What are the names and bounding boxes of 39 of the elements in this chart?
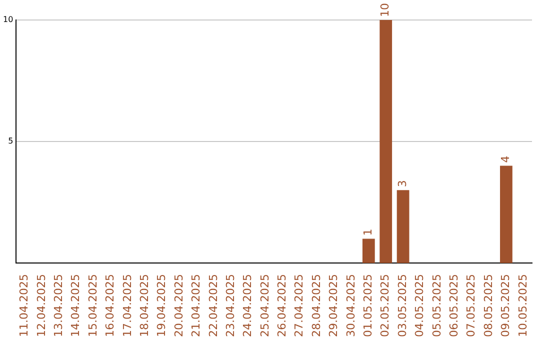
x-tick-label: 04.05.2025 — [413, 274, 426, 338]
x-tick-label: 14.04.2025 — [69, 274, 82, 338]
x-tick-label: 10.05.2025 — [516, 274, 530, 338]
bar — [362, 238, 375, 264]
x-tick-label: 24.04.2025 — [241, 274, 254, 338]
data-label: 3 — [396, 180, 409, 188]
x-tick-label: 19.04.2025 — [155, 274, 168, 338]
x-tick-label: 07.05.2025 — [464, 274, 478, 338]
x-tick-label: 15.04.2025 — [86, 274, 100, 338]
x-tick-label: 25.04.2025 — [258, 274, 272, 338]
x-tick-label: 28.04.2025 — [310, 274, 323, 338]
x-tick-label: 01.05.2025 — [362, 274, 375, 338]
x-tick-label: 16.04.2025 — [104, 274, 117, 338]
y-tick-label: 5 — [8, 136, 14, 146]
bar — [380, 20, 392, 264]
x-tick-label: 02.05.2025 — [378, 274, 392, 338]
x-tick-label: 30.04.2025 — [344, 274, 358, 338]
x-tick-label: 20.04.2025 — [172, 274, 186, 338]
x-tick-label: 26.04.2025 — [276, 274, 289, 338]
x-tick-label: 06.05.2025 — [447, 274, 460, 338]
data-label: 1 — [362, 228, 375, 236]
x-tick-label: 22.04.2025 — [206, 274, 220, 338]
data-label: 4 — [499, 156, 512, 163]
x-tick-label: 05.05.2025 — [430, 274, 444, 338]
x-tick-label: 12.04.2025 — [34, 274, 48, 338]
x-tick-label: 21.04.2025 — [190, 274, 203, 338]
x-tick-label: 13.04.2025 — [52, 274, 66, 338]
data-label: 10 — [378, 3, 392, 17]
bar — [396, 190, 410, 264]
x-tick-label: 23.04.2025 — [224, 274, 237, 338]
x-tick-label: 03.05.2025 — [396, 274, 409, 338]
x-tick-label: 08.05.2025 — [482, 274, 495, 338]
x-tick-label: 09.05.2025 — [499, 274, 512, 338]
x-tick-label: 27.04.2025 — [292, 274, 306, 338]
x-tick-label: 11.04.2025 — [18, 274, 31, 338]
x-tick-label: 17.04.2025 — [120, 274, 134, 338]
bar — [500, 166, 512, 264]
x-tick-label: 18.04.2025 — [138, 274, 151, 338]
x-tick-label: 29.04.2025 — [327, 274, 340, 338]
